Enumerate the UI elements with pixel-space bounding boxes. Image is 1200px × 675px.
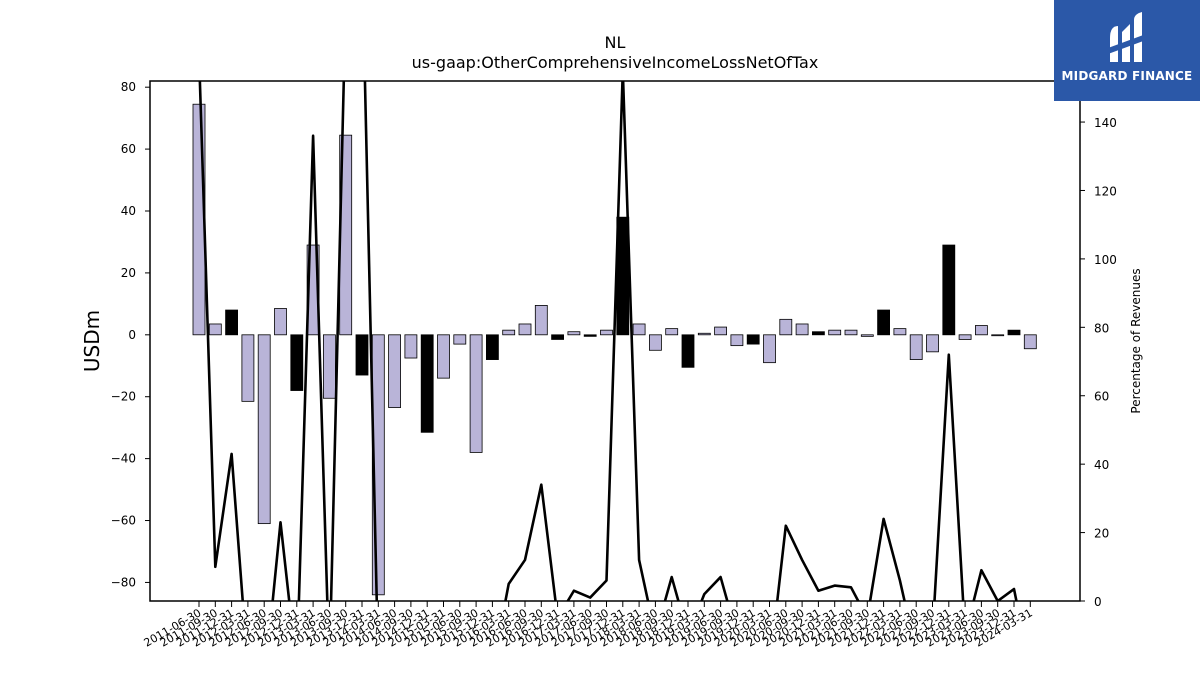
bar <box>551 334 564 340</box>
bar <box>437 334 450 379</box>
chart-title: NL <box>605 33 626 52</box>
right-axis-ticks: 0 20 40 60 80 100 120 140 <box>1080 116 1117 609</box>
y-tick-label: −80 <box>111 575 136 589</box>
bar <box>860 334 874 337</box>
bar <box>322 334 336 399</box>
bar <box>518 323 532 336</box>
bar <box>877 309 890 336</box>
bar <box>600 329 613 336</box>
y2-tick-label: 0 <box>1094 595 1102 609</box>
y2-tick-label: 80 <box>1094 321 1109 335</box>
midgard-logo-mark-icon <box>1108 12 1146 62</box>
bar <box>388 334 402 408</box>
bar <box>241 334 255 402</box>
bar <box>812 331 825 336</box>
bar <box>665 328 679 336</box>
bar <box>909 334 923 360</box>
y-tick-label: 20 <box>121 266 136 280</box>
left-axis-ticks: −80 −60 −40 −20 0 20 40 60 80 <box>111 80 150 589</box>
midgard-finance-logo: MIDGARD FINANCE <box>1054 0 1200 101</box>
y-tick-label: 40 <box>121 204 136 218</box>
y-tick-label: 0 <box>128 328 136 342</box>
bar <box>355 334 369 376</box>
y-tick-label: 60 <box>121 142 136 156</box>
bar <box>257 334 271 525</box>
y-tick-label: −20 <box>111 390 136 404</box>
bar <box>942 244 956 336</box>
bar <box>469 334 483 453</box>
bar <box>567 331 581 336</box>
bar <box>746 334 760 345</box>
bar <box>697 332 711 336</box>
y2-tick-label: 60 <box>1094 390 1109 404</box>
bar <box>404 334 418 359</box>
bar <box>1023 334 1037 350</box>
bar <box>453 334 467 345</box>
y2-tick-label: 20 <box>1094 527 1109 541</box>
y-tick-label: 80 <box>121 80 136 94</box>
logo-text: MIDGARD FINANCE <box>1061 69 1193 83</box>
bar <box>420 334 434 433</box>
ratio-line-series <box>198 81 1018 601</box>
bar <box>681 334 695 368</box>
bar <box>649 334 662 351</box>
bar <box>828 329 842 336</box>
y2-axis-label: Percentage of Revenues <box>1129 268 1143 413</box>
y2-tick-label: 140 <box>1094 116 1117 130</box>
bar <box>274 308 287 336</box>
bar <box>290 334 304 391</box>
bar <box>502 329 516 336</box>
bar <box>714 326 727 336</box>
bar <box>958 334 972 340</box>
bar <box>583 334 597 337</box>
bar <box>730 334 744 347</box>
bar <box>795 323 809 336</box>
y2-tick-label: 40 <box>1094 458 1109 472</box>
y2-tick-label: 100 <box>1094 253 1117 267</box>
bar <box>632 323 646 336</box>
bar <box>844 329 858 336</box>
bar <box>991 334 1005 337</box>
bar <box>779 318 793 336</box>
bar <box>926 334 939 353</box>
y-tick-label: −40 <box>111 452 136 466</box>
bar <box>534 305 548 336</box>
plot-frame <box>149 80 1081 602</box>
x-axis-ticks: 2011-06-302011-09-302011-12-312012-03-31… <box>142 601 1035 650</box>
bar-series <box>192 103 1037 596</box>
ratio-line <box>198 81 1018 601</box>
y-axis-label: USDm <box>80 310 104 372</box>
bar <box>485 334 499 360</box>
bar <box>225 309 239 336</box>
bar <box>1007 329 1021 336</box>
chart-subtitle: us-gaap:OtherComprehensiveIncomeLossNetO… <box>412 53 819 72</box>
y2-tick-label: 120 <box>1094 184 1117 198</box>
bar <box>893 328 907 336</box>
bar <box>763 334 776 364</box>
bar <box>975 325 988 336</box>
bar <box>208 323 222 336</box>
y-tick-label: −60 <box>111 514 136 528</box>
